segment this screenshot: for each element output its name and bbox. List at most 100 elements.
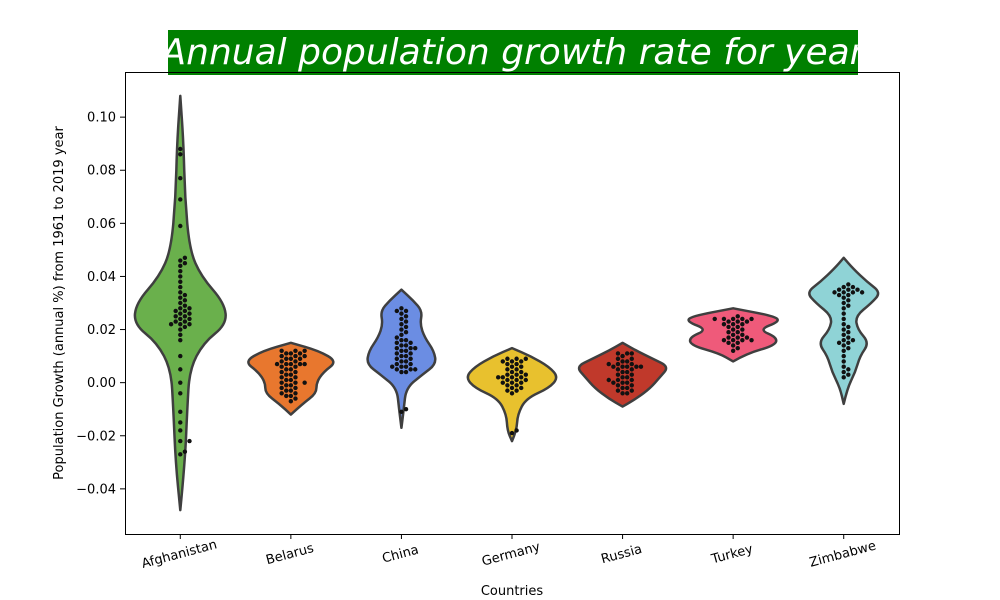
data-point [178, 322, 183, 327]
data-point [293, 396, 298, 401]
data-point [182, 255, 188, 261]
data-point [178, 274, 183, 279]
data-point [841, 316, 846, 322]
data-point [726, 330, 731, 335]
data-point [615, 367, 621, 372]
data-point [620, 369, 625, 375]
data-point [509, 380, 515, 385]
violin-russia [577, 341, 668, 408]
data-point [620, 391, 625, 396]
y-tick-label: 0.04 [87, 270, 116, 285]
data-point [624, 391, 630, 396]
data-point [408, 361, 413, 367]
data-point [740, 332, 745, 338]
data-point [178, 295, 183, 300]
data-point [403, 319, 409, 324]
data-point [293, 380, 298, 385]
data-point [399, 364, 404, 369]
data-point [178, 176, 183, 181]
data-point [399, 343, 404, 348]
data-point [408, 356, 413, 361]
data-point [735, 335, 740, 340]
data-point [519, 369, 524, 375]
data-point [726, 319, 731, 324]
data-point [187, 322, 192, 327]
data-point [505, 361, 510, 367]
data-point [740, 337, 745, 343]
data-point [514, 428, 519, 433]
data-point [178, 452, 183, 457]
data-point [841, 332, 846, 338]
data-point [390, 364, 395, 369]
data-point [730, 348, 736, 353]
data-point [182, 260, 188, 266]
data-point [178, 409, 183, 415]
data-point [629, 356, 634, 361]
chart-title-box: Annual population growth rate for year [162, 30, 864, 75]
data-point [178, 327, 183, 332]
data-point [721, 337, 727, 343]
data-point [730, 316, 736, 322]
data-point [178, 284, 183, 290]
data-point [836, 292, 842, 298]
data-point [514, 356, 519, 361]
data-point [394, 367, 400, 372]
data-point [624, 364, 630, 369]
data-point [624, 375, 630, 380]
data-point [841, 343, 846, 348]
data-point [735, 345, 740, 351]
x-tick-label: Zimbabwe [808, 539, 878, 571]
data-point [859, 290, 865, 295]
data-point [505, 367, 510, 372]
data-point [514, 372, 519, 377]
x-tick-label: Germany [480, 540, 542, 570]
data-point [615, 351, 621, 356]
data-point [611, 364, 616, 369]
data-point [841, 364, 846, 369]
data-point [509, 391, 515, 396]
data-point [519, 375, 524, 380]
data-point [740, 316, 745, 322]
data-point [284, 377, 289, 383]
data-point [399, 359, 404, 364]
data-point [178, 300, 183, 306]
data-point [841, 359, 846, 364]
y-tick-label: 0.06 [87, 217, 116, 232]
data-point [855, 287, 860, 292]
data-point [178, 223, 183, 229]
data-point [279, 385, 284, 391]
data-point [730, 337, 736, 343]
data-point [288, 383, 294, 388]
data-point [514, 383, 519, 388]
data-point [408, 367, 413, 372]
data-point [399, 316, 404, 322]
data-point [408, 345, 413, 351]
data-point [178, 438, 183, 444]
data-point [403, 364, 409, 369]
data-point [399, 306, 404, 311]
data-point [505, 377, 510, 383]
data-point [274, 361, 280, 367]
data-point [187, 311, 192, 316]
data-point [182, 298, 188, 303]
data-point [509, 359, 515, 364]
data-point [187, 438, 192, 444]
data-point [841, 311, 846, 316]
data-point [629, 388, 634, 393]
data-point [620, 385, 625, 391]
data-point [624, 351, 630, 356]
data-point [505, 372, 510, 377]
data-point [399, 311, 404, 316]
data-point [279, 380, 284, 385]
data-point [624, 369, 630, 375]
y-tick-label: 0.00 [87, 376, 116, 391]
data-point [726, 324, 731, 330]
data-point [509, 364, 515, 369]
data-point [403, 369, 409, 375]
data-point [279, 391, 284, 396]
data-point [740, 327, 745, 332]
data-point [514, 361, 519, 367]
data-point [403, 330, 409, 335]
data-point [394, 335, 400, 340]
data-point [394, 345, 400, 351]
